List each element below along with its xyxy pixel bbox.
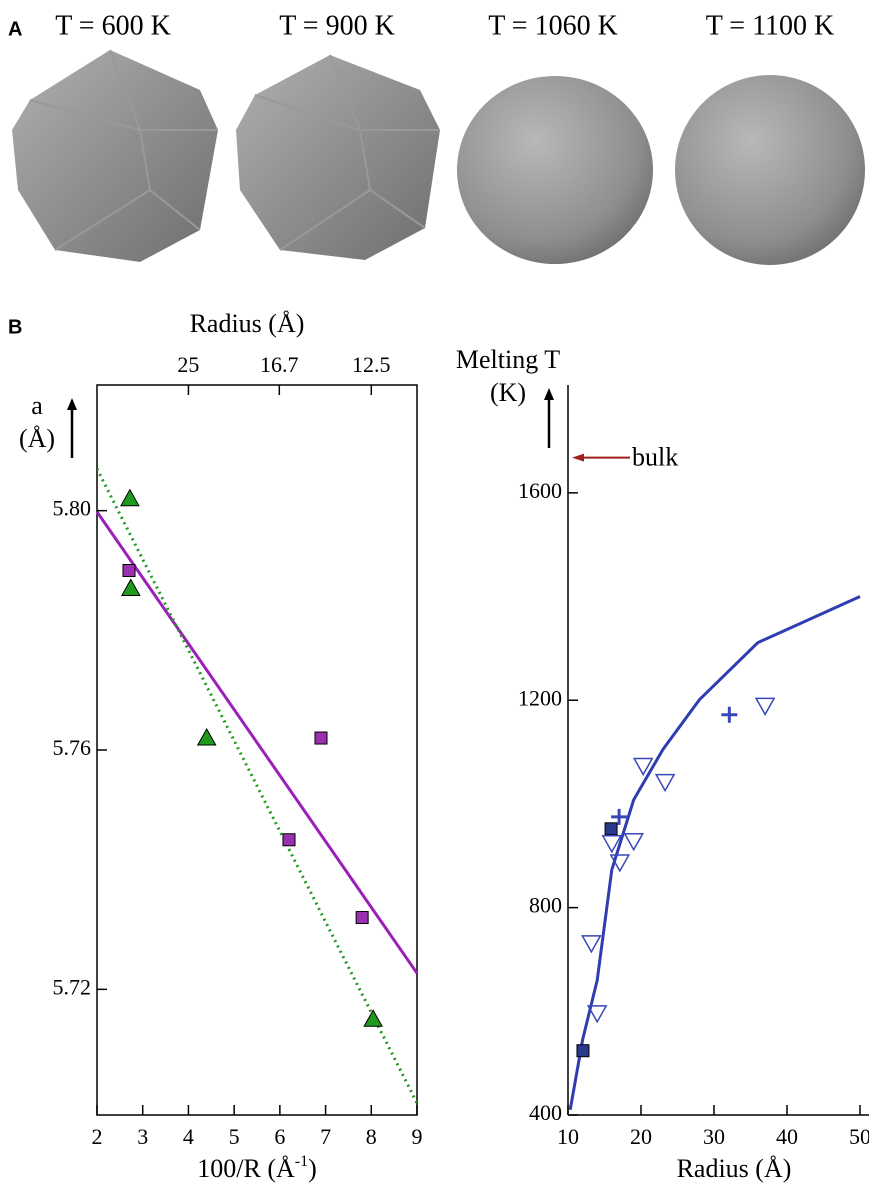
marker-square: [576, 1044, 590, 1058]
annotation-arrowhead: [572, 453, 584, 462]
x-tick-label: 6: [274, 1124, 285, 1149]
y-tick-label: 5.80: [53, 496, 92, 521]
marker-triangle-down: [654, 773, 676, 793]
x-tick-label: 50: [849, 1124, 869, 1149]
fit-line: [95, 510, 419, 975]
y-tick-label: 5.72: [53, 974, 92, 999]
nanoparticle-shapes: [12, 49, 865, 265]
x2-axis-title: Radius (Å): [190, 309, 305, 338]
y-tick-label: 1200: [518, 685, 562, 710]
marker-triangle: [120, 488, 140, 507]
x-tick-label: 10: [557, 1124, 579, 1149]
temperature-label: T = 600 K: [55, 10, 171, 41]
marker-square: [355, 911, 369, 925]
x-tick-label: 8: [366, 1124, 377, 1149]
marker-triangle-down: [586, 1005, 608, 1024]
x-tick-label: 4: [183, 1124, 194, 1149]
x-tick-label: 40: [776, 1124, 798, 1149]
marker-triangle-down: [623, 832, 644, 852]
y-tick-label: 5.76: [53, 735, 92, 760]
x-tick-label: 30: [703, 1124, 725, 1149]
marker-triangle: [363, 1009, 383, 1027]
y-axis-title: a: [31, 391, 43, 420]
fit-line: [97, 468, 417, 1104]
marker-triangle-down: [754, 697, 776, 716]
temperature-label: T = 1060 K: [488, 10, 618, 41]
marker-square: [282, 833, 296, 847]
x-tick-label: 7: [320, 1124, 331, 1149]
marker-square: [122, 563, 136, 577]
temperature-label: T = 900 K: [279, 10, 395, 41]
x-axis-title: 100/R (Å-1): [197, 1153, 317, 1183]
x-tick-label: 9: [412, 1124, 423, 1149]
panel-label: B: [8, 316, 22, 338]
x-axis-title-part: ): [308, 1154, 317, 1183]
panel-label: A: [8, 18, 22, 40]
fit-line: [568, 595, 861, 1111]
marker-triangle-down: [632, 757, 654, 777]
y-tick-label: 800: [529, 893, 562, 918]
y-tick-label: 1600: [518, 478, 562, 503]
marker-plus: [611, 808, 628, 825]
marker-square: [604, 822, 618, 836]
x2-tick-label: 16.7: [260, 352, 299, 377]
y-axis-arrowhead: [67, 398, 77, 410]
temperature-label: T = 1100 K: [706, 10, 835, 41]
y-tick-label: 400: [529, 1100, 562, 1125]
marker-triangle-down: [609, 854, 631, 873]
marker-triangle-down: [581, 935, 602, 954]
y-axis-title: (K): [490, 378, 526, 407]
marker-triangle-down: [601, 835, 623, 854]
y-axis-title: (Å): [19, 424, 55, 453]
x-tick-label: 20: [630, 1124, 652, 1149]
x2-tick-label: 25: [177, 352, 199, 377]
y-axis-arrowhead: [544, 388, 554, 400]
x-axis-title-part: -1: [295, 1153, 308, 1170]
marker-triangle: [196, 728, 217, 746]
x-tick-label: 2: [92, 1124, 103, 1149]
x-axis-title: Radius (Å): [677, 1154, 792, 1183]
annotation-label: bulk: [632, 443, 678, 472]
x-tick-label: 5: [229, 1124, 240, 1149]
y-axis-title: Melting T: [456, 345, 560, 374]
marker-square: [314, 731, 328, 745]
x-axis-title-part: 100/R (Å: [197, 1154, 295, 1183]
marker-triangle: [120, 578, 141, 596]
marker-plus: [721, 706, 738, 723]
x2-tick-label: 12.5: [352, 352, 391, 377]
x-tick-label: 3: [137, 1124, 148, 1149]
